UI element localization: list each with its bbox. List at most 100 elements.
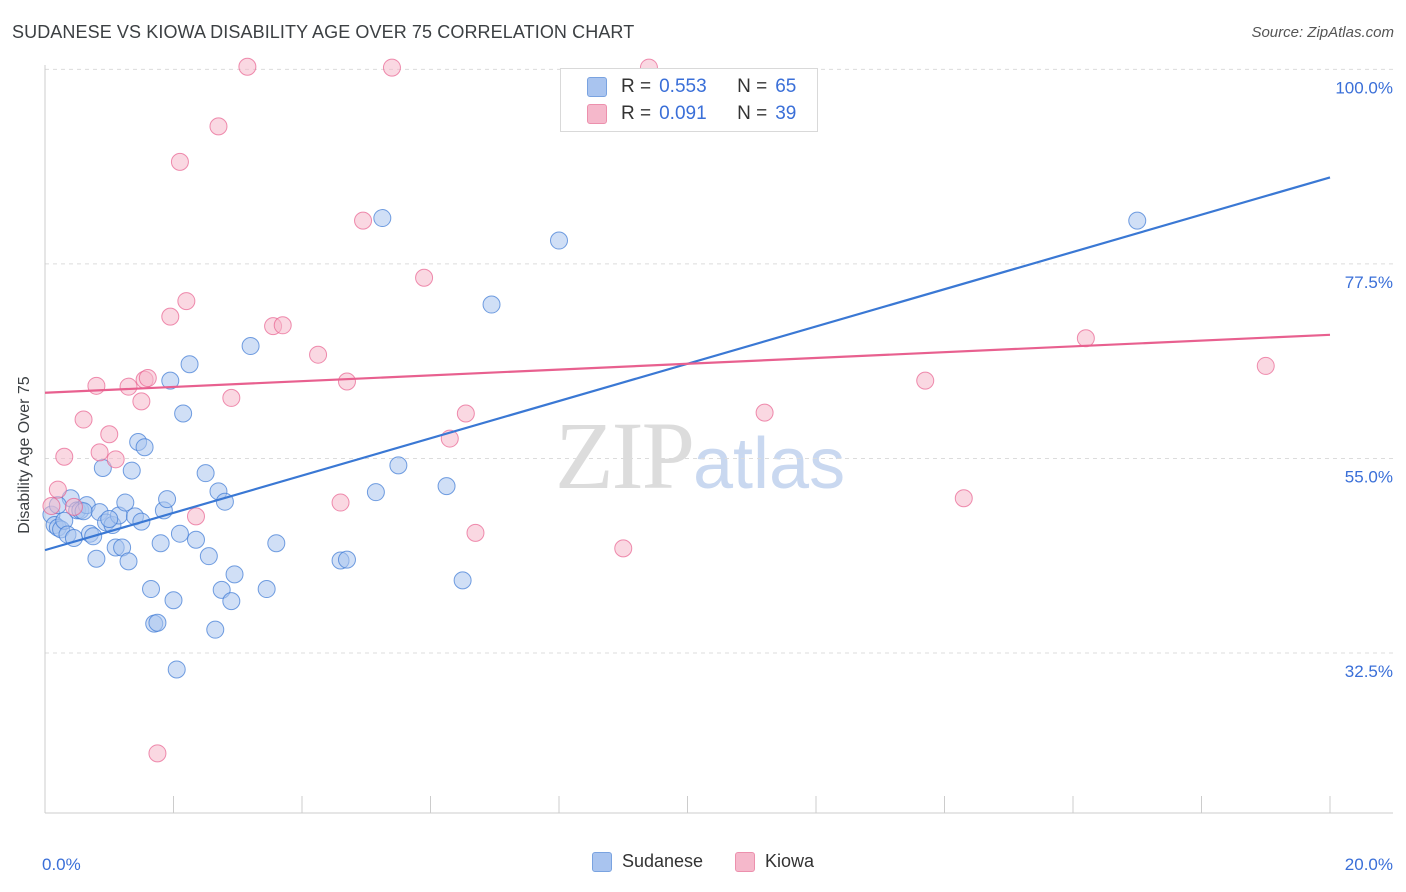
data-point-kiowa — [55, 447, 74, 466]
legend-r-label: R = — [621, 76, 652, 97]
data-point-kiowa — [238, 57, 257, 76]
source-credit: Source: ZipAtlas.com — [1251, 24, 1394, 41]
watermark-zip: ZIP — [555, 402, 695, 509]
data-point-sudanese — [151, 534, 170, 553]
legend-n-value: 39 — [775, 103, 797, 124]
data-point-kiowa — [106, 450, 125, 469]
data-point-kiowa — [273, 316, 292, 335]
data-point-sudanese — [180, 355, 199, 374]
data-point-kiowa — [466, 523, 485, 542]
y-tick-label: 32.5% — [1345, 662, 1393, 681]
data-point-sudanese — [116, 493, 135, 512]
data-point-sudanese — [87, 549, 106, 568]
data-point-sudanese — [142, 580, 161, 599]
data-point-sudanese — [257, 580, 276, 599]
series-swatch-sudanese — [591, 851, 612, 872]
data-point-kiowa — [64, 497, 83, 516]
data-point-kiowa — [42, 497, 61, 516]
data-point-sudanese — [373, 209, 392, 228]
data-point-sudanese — [206, 620, 225, 639]
data-point-kiowa — [337, 372, 356, 391]
data-point-sudanese — [366, 483, 385, 502]
data-point-kiowa — [132, 392, 151, 411]
data-point-sudanese — [135, 438, 154, 457]
data-point-kiowa — [614, 539, 633, 558]
data-point-sudanese — [167, 660, 186, 679]
legend-n-label: N = — [737, 76, 768, 97]
series-legend-item-sudanese[interactable]: Sudanese — [591, 851, 703, 872]
data-point-sudanese — [241, 337, 260, 356]
legend-swatch-sudanese — [587, 77, 607, 97]
x-tick-label: 20.0% — [1345, 855, 1393, 874]
data-point-sudanese — [164, 591, 183, 610]
data-point-sudanese — [482, 295, 501, 314]
trend-line-kiowa — [44, 333, 1331, 394]
data-point-sudanese — [196, 464, 215, 483]
data-point-kiowa — [1076, 329, 1095, 348]
legend-row-kiowa: R = 0.091 N = 39 — [587, 102, 796, 126]
legend-n-value: 65 — [775, 76, 797, 97]
data-point-kiowa — [222, 388, 241, 407]
data-point-kiowa — [331, 493, 350, 512]
data-point-sudanese — [100, 509, 119, 528]
data-point-kiowa — [382, 58, 401, 77]
data-point-sudanese — [186, 530, 205, 549]
data-point-kiowa — [186, 507, 205, 526]
data-point-sudanese — [453, 571, 472, 590]
y-axis-label: Disability Age Over 75 — [16, 376, 33, 534]
data-point-sudanese — [222, 592, 241, 611]
legend-row-sudanese: R = 0.553 N = 65 — [587, 75, 796, 99]
data-point-kiowa — [48, 480, 67, 499]
watermark-atlas: atlas — [693, 424, 846, 504]
data-point-kiowa — [916, 371, 935, 390]
data-point-kiowa — [209, 117, 228, 136]
data-point-sudanese — [550, 231, 568, 250]
chart-title: SUDANESE VS KIOWA DISABILITY AGE OVER 75… — [12, 22, 635, 42]
data-point-kiowa — [138, 369, 157, 388]
data-point-kiowa — [309, 345, 328, 364]
data-point-kiowa — [161, 307, 180, 326]
legend-r-value: 0.553 — [659, 76, 707, 97]
data-point-sudanese — [148, 613, 167, 632]
data-point-kiowa — [177, 292, 196, 311]
data-point-sudanese — [122, 461, 141, 480]
watermark: ZIPatlas — [555, 400, 845, 511]
data-point-sudanese — [267, 534, 286, 553]
legend-r-value: 0.091 — [659, 103, 707, 124]
data-point-kiowa — [170, 152, 189, 171]
series-legend-item-kiowa[interactable]: Kiowa — [735, 851, 814, 872]
y-tick-label: 100.0% — [1335, 78, 1393, 97]
data-point-sudanese — [170, 524, 189, 543]
legend-swatch-kiowa — [587, 104, 607, 124]
data-point-sudanese — [174, 404, 193, 423]
series-legend: Sudanese Kiowa — [0, 851, 1406, 872]
data-point-kiowa — [74, 410, 93, 429]
data-point-kiowa — [456, 404, 475, 423]
data-point-kiowa — [755, 403, 774, 422]
data-point-sudanese — [437, 477, 456, 496]
data-point-sudanese — [161, 371, 180, 390]
data-point-sudanese — [337, 550, 356, 569]
data-point-kiowa — [148, 744, 167, 763]
data-point-sudanese — [158, 490, 177, 509]
series-label-kiowa: Kiowa — [765, 851, 815, 871]
data-point-kiowa — [1256, 356, 1275, 375]
data-point-sudanese — [389, 456, 408, 475]
x-tick-label: 0.0% — [42, 855, 81, 874]
data-point-sudanese — [119, 552, 138, 571]
stats-legend: R = 0.553 N = 65 R = 0.091 N = 39 — [560, 68, 818, 132]
data-point-kiowa — [415, 268, 434, 287]
data-point-kiowa — [354, 211, 373, 230]
data-point-kiowa — [954, 489, 973, 508]
legend-n-label: N = — [737, 103, 768, 124]
data-point-kiowa — [100, 425, 119, 444]
data-point-kiowa — [90, 443, 109, 462]
series-swatch-kiowa — [735, 851, 756, 872]
y-tick-label: 77.5% — [1345, 273, 1393, 292]
data-point-sudanese — [225, 565, 244, 584]
data-point-sudanese — [1128, 211, 1147, 230]
y-tick-label: 55.0% — [1345, 467, 1393, 486]
data-point-kiowa — [119, 377, 138, 396]
legend-r-label: R = — [621, 103, 652, 124]
